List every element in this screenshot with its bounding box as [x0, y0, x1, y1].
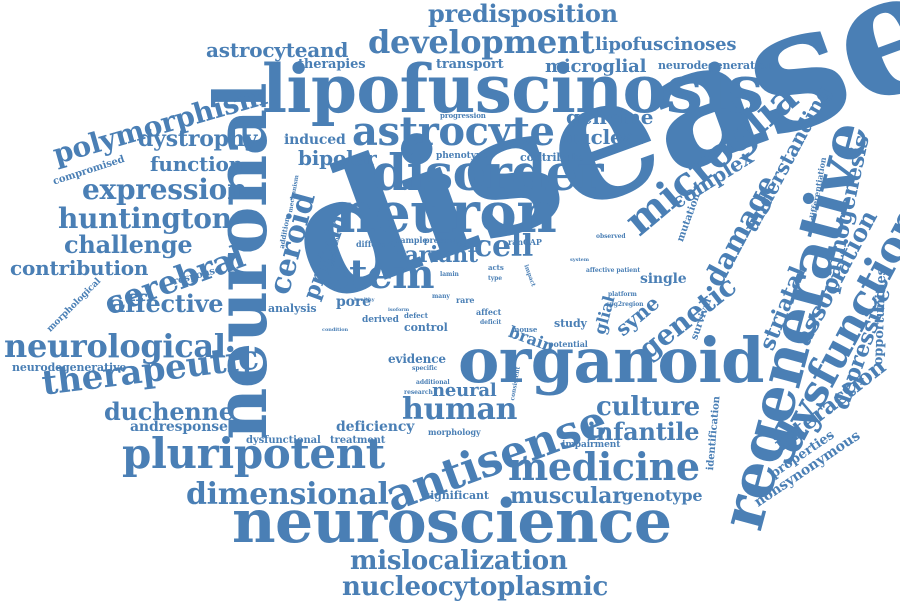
word-induced: induced — [284, 132, 346, 148]
word-affect: affect — [476, 307, 502, 317]
word-rare: rare — [456, 295, 475, 305]
word-study: study — [554, 317, 587, 330]
word-identification: identification — [705, 395, 723, 471]
word-predisposition: predisposition — [428, 0, 618, 28]
word-transport: transport — [436, 57, 504, 72]
word-different: different — [356, 239, 395, 249]
word-genotype: genotype — [622, 486, 703, 505]
word-neurodegeneration: neurodegeneration — [658, 59, 775, 72]
word-morphology: morphology — [428, 427, 481, 437]
word-significant: significant — [424, 489, 489, 502]
word-specific: specific — [412, 365, 438, 372]
word-function: function — [150, 152, 243, 176]
word-single: single — [640, 271, 687, 287]
word-nuclear: nuclear — [562, 125, 646, 149]
word-neuron: neuron — [335, 180, 557, 246]
word-infantile: infantile — [587, 417, 700, 446]
word-contribute: contribute — [520, 151, 584, 164]
word-affective-patient: affective patient — [586, 267, 641, 274]
word-sample: sample — [396, 235, 428, 245]
word-human: human — [402, 392, 518, 427]
word-lipofuscinoses: lipofuscinoses — [595, 34, 737, 55]
word-observed: observed — [596, 233, 626, 240]
word-bipolar: bipolar — [298, 146, 377, 170]
word-pluripotent: pluripotent — [122, 429, 385, 478]
word-nucleocytoplasmic: nucleocytoplasmic — [342, 572, 609, 602]
word-astrocyte: astrocyte — [352, 108, 555, 155]
word-ranGAP: ranGAP — [508, 237, 542, 247]
word-present: present — [424, 235, 458, 245]
word-andresponse: andresponse — [130, 419, 228, 435]
word-deficit: deficit — [480, 319, 502, 326]
word-cpg2region: cpg2region — [606, 301, 644, 308]
word-neuroscience: neuroscience — [232, 487, 672, 557]
word-muscular: muscular — [510, 483, 624, 509]
word-research: research — [404, 389, 433, 396]
word-analysis: analysis — [268, 302, 317, 315]
word-duchenne: duchenne — [104, 397, 234, 426]
word-lamin: lamin — [440, 271, 459, 278]
word-microglial: microglial — [545, 56, 647, 77]
word-treatment: treatment — [330, 435, 386, 446]
word-affective: affective — [110, 289, 224, 318]
word-therapies: therapies — [298, 57, 366, 72]
word-system: system — [570, 257, 590, 263]
word-impairment: impairment — [562, 440, 621, 450]
word-many: many — [432, 293, 450, 300]
word-contribution: contribution — [10, 256, 149, 280]
word-progression: progression — [440, 111, 486, 120]
word-control: control — [404, 321, 448, 334]
word-type: type — [488, 275, 503, 282]
word-mouse: mouse — [512, 325, 538, 334]
word-acts: acts — [488, 263, 504, 272]
word-medicine: medicine — [508, 444, 700, 489]
word-lipofuscinosis: lipofuscinosis — [262, 50, 764, 128]
word-phenotype: phenotype — [436, 151, 488, 161]
word-dystrophy: dystrophy — [138, 126, 258, 152]
word-neurodegenerative: neurodegenerative — [12, 361, 127, 374]
word-derived: derived — [362, 315, 399, 325]
word-neural: neural — [432, 380, 497, 401]
word-disorder: disorder — [372, 143, 603, 202]
word-stem: stem — [327, 251, 435, 298]
word-opportunities: opportunities — [871, 267, 890, 366]
word-challenge: challenge — [64, 230, 193, 259]
word-evidence: evidence — [388, 352, 446, 366]
word-deficiency: deficiency — [336, 419, 415, 435]
word-cell: cell — [474, 229, 533, 264]
word-expression: expression — [82, 173, 248, 206]
word-morphological: morphological — [45, 276, 104, 335]
word-genome: genome — [566, 105, 654, 129]
word-neurological: neurological — [4, 327, 226, 365]
word-healthy: healthy — [354, 297, 375, 303]
word-defect: defect — [404, 311, 428, 320]
word-huntington: huntington — [58, 202, 232, 235]
word-isoform: isoform — [388, 307, 410, 313]
word-platform: platform — [608, 291, 637, 298]
word-organoid: organoid — [458, 324, 765, 397]
word-model: model — [454, 239, 482, 249]
word-dysfunctional: dysfunctional — [246, 435, 321, 446]
word-additional: additional — [416, 379, 450, 386]
word-astrocyteand: astrocyteand — [206, 38, 349, 62]
word-variant: variant — [392, 242, 478, 268]
word-dimensional: dimensional — [186, 477, 389, 512]
word-potential: potential — [548, 339, 588, 349]
word-mislocalization: mislocalization — [350, 546, 568, 576]
word-condition: condition — [322, 327, 349, 333]
word-development: development — [368, 23, 595, 61]
word-culture: culture — [596, 392, 700, 422]
word-pore: pore — [336, 294, 371, 310]
